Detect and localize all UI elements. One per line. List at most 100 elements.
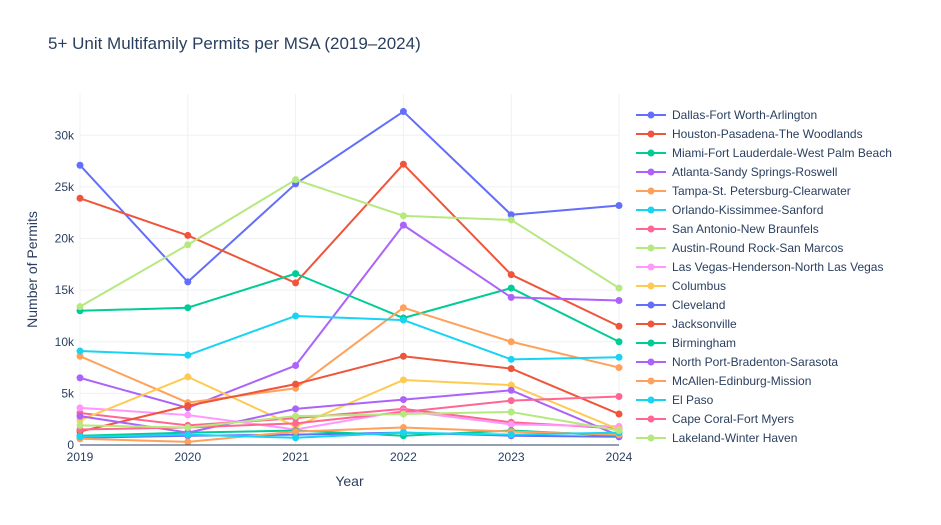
series-0[interactable] bbox=[76, 108, 623, 286]
data-point[interactable] bbox=[615, 353, 623, 361]
series-1[interactable] bbox=[76, 160, 623, 330]
legend-item[interactable]: Austin-Round Rock-San Marcos bbox=[636, 241, 843, 255]
data-point[interactable] bbox=[76, 412, 84, 420]
data-point[interactable] bbox=[399, 212, 407, 220]
data-point[interactable] bbox=[399, 160, 407, 168]
data-point[interactable] bbox=[507, 211, 515, 219]
data-point[interactable] bbox=[292, 412, 300, 420]
data-point[interactable] bbox=[399, 396, 407, 404]
data-point[interactable] bbox=[615, 201, 623, 209]
data-point[interactable] bbox=[615, 322, 623, 330]
data-point[interactable] bbox=[184, 431, 192, 439]
data-point[interactable] bbox=[184, 438, 192, 446]
legend-item[interactable]: Tampa-St. Petersburg-Clearwater bbox=[636, 184, 851, 198]
data-point[interactable] bbox=[399, 423, 407, 431]
series-line[interactable] bbox=[79, 110, 620, 283]
data-point[interactable] bbox=[184, 278, 192, 286]
legend-item[interactable]: McAllen-Edinburg-Mission bbox=[636, 374, 811, 388]
legend-item[interactable]: Dallas-Fort Worth-Arlington bbox=[636, 108, 817, 122]
data-point[interactable] bbox=[184, 351, 192, 359]
data-point[interactable] bbox=[184, 402, 192, 410]
data-point[interactable] bbox=[184, 241, 192, 249]
data-point[interactable] bbox=[507, 408, 515, 416]
data-point[interactable] bbox=[399, 429, 407, 437]
data-point[interactable] bbox=[507, 420, 515, 428]
legend-item[interactable]: Lakeland-Winter Haven bbox=[636, 431, 797, 445]
data-point[interactable] bbox=[507, 338, 515, 346]
legend-item[interactable]: Cleveland bbox=[636, 298, 725, 312]
series-line[interactable] bbox=[79, 163, 620, 328]
series-5[interactable] bbox=[76, 312, 623, 363]
data-point[interactable] bbox=[76, 194, 84, 202]
data-point[interactable] bbox=[615, 338, 623, 346]
series-7[interactable] bbox=[76, 176, 623, 311]
series-line[interactable] bbox=[79, 306, 620, 404]
data-point[interactable] bbox=[184, 304, 192, 312]
data-point[interactable] bbox=[399, 316, 407, 324]
data-point[interactable] bbox=[399, 304, 407, 312]
series-2[interactable] bbox=[76, 270, 623, 346]
legend-item[interactable]: Las Vegas-Henderson-North Las Vegas bbox=[636, 260, 883, 274]
series-line[interactable] bbox=[79, 389, 620, 437]
data-point[interactable] bbox=[615, 392, 623, 400]
data-point[interactable] bbox=[507, 365, 515, 373]
data-point[interactable] bbox=[76, 347, 84, 355]
data-point[interactable] bbox=[615, 364, 623, 372]
data-point[interactable] bbox=[292, 434, 300, 442]
data-point[interactable] bbox=[76, 161, 84, 169]
data-point[interactable] bbox=[292, 279, 300, 287]
data-point[interactable] bbox=[76, 404, 84, 412]
data-point[interactable] bbox=[399, 376, 407, 384]
data-point[interactable] bbox=[615, 296, 623, 304]
series-line[interactable] bbox=[79, 272, 620, 343]
data-point[interactable] bbox=[507, 293, 515, 301]
data-point[interactable] bbox=[292, 362, 300, 370]
data-point[interactable] bbox=[76, 352, 84, 360]
data-point[interactable] bbox=[399, 108, 407, 116]
legend-item[interactable]: Atlanta-Sandy Springs-Roswell bbox=[636, 165, 837, 179]
series-line[interactable] bbox=[79, 224, 620, 409]
data-point[interactable] bbox=[292, 176, 300, 184]
series-line[interactable] bbox=[79, 178, 620, 308]
legend-item[interactable]: Orlando-Kissimmee-Sanford bbox=[636, 203, 823, 217]
series-4[interactable] bbox=[76, 304, 623, 407]
data-point[interactable] bbox=[76, 433, 84, 441]
data-point[interactable] bbox=[292, 419, 300, 427]
data-point[interactable] bbox=[292, 405, 300, 413]
legend-item[interactable]: Cape Coral-Fort Myers bbox=[636, 412, 794, 426]
data-point[interactable] bbox=[292, 312, 300, 320]
data-point[interactable] bbox=[507, 386, 515, 394]
series-line[interactable] bbox=[79, 410, 620, 432]
series-line[interactable] bbox=[79, 431, 620, 439]
legend-item[interactable]: Columbus bbox=[636, 279, 726, 293]
series-line[interactable] bbox=[79, 426, 620, 443]
data-point[interactable] bbox=[292, 270, 300, 278]
series-line[interactable] bbox=[79, 355, 620, 433]
data-point[interactable] bbox=[184, 423, 192, 431]
data-point[interactable] bbox=[76, 303, 84, 311]
legend-item[interactable]: North Port-Bradenton-Sarasota bbox=[636, 355, 838, 369]
legend-item[interactable]: Birmingham bbox=[636, 336, 736, 350]
data-point[interactable] bbox=[76, 374, 84, 382]
data-point[interactable] bbox=[507, 397, 515, 405]
data-point[interactable] bbox=[507, 216, 515, 224]
data-point[interactable] bbox=[507, 355, 515, 363]
data-point[interactable] bbox=[399, 352, 407, 360]
legend-item[interactable]: San Antonio-New Braunfels bbox=[636, 222, 819, 236]
data-point[interactable] bbox=[615, 410, 623, 418]
data-point[interactable] bbox=[507, 284, 515, 292]
data-point[interactable] bbox=[184, 231, 192, 239]
data-point[interactable] bbox=[292, 380, 300, 388]
legend-item[interactable]: El Paso bbox=[636, 393, 714, 407]
legend-item[interactable]: Jacksonville bbox=[636, 317, 737, 331]
data-point[interactable] bbox=[399, 410, 407, 418]
series-line[interactable] bbox=[79, 406, 620, 431]
series-line[interactable] bbox=[79, 314, 620, 361]
data-point[interactable] bbox=[292, 428, 300, 436]
data-point[interactable] bbox=[507, 271, 515, 279]
data-point[interactable] bbox=[615, 284, 623, 292]
legend-item[interactable]: Houston-Pasadena-The Woodlands bbox=[636, 127, 863, 141]
data-point[interactable] bbox=[507, 431, 515, 439]
series-17[interactable] bbox=[76, 408, 623, 435]
